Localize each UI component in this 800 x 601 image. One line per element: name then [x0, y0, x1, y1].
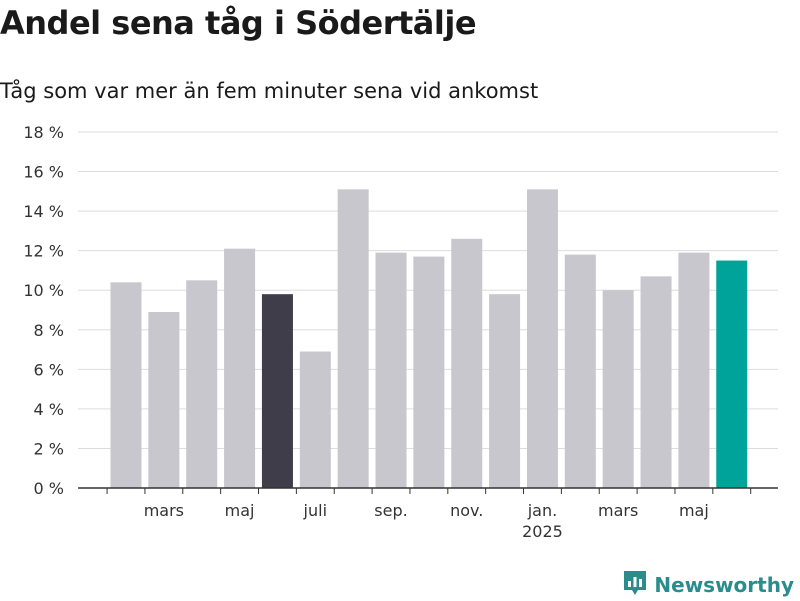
x-tick-label: mars — [144, 501, 184, 520]
bar — [602, 290, 634, 488]
newsworthy-logo-icon — [622, 569, 648, 601]
bar — [640, 276, 672, 488]
bar — [375, 252, 407, 488]
bar — [564, 254, 596, 488]
x-tick-label: jan. — [527, 501, 557, 520]
chart-title: Andel sena tåg i Södertälje — [0, 4, 477, 42]
bar — [261, 294, 293, 488]
bar — [186, 280, 218, 488]
y-tick-label: 2 % — [34, 439, 64, 458]
chart-subtitle: Tåg som var mer än fem minuter sena vid … — [0, 79, 539, 103]
y-tick-label: 18 % — [23, 123, 64, 142]
x-tick-sublabel: 2025 — [522, 522, 563, 541]
x-tick-label: mars — [598, 501, 638, 520]
bar — [489, 294, 521, 488]
y-tick-label: 0 % — [34, 479, 64, 498]
x-tick-label: maj — [225, 501, 255, 520]
y-tick-label: 6 % — [34, 360, 64, 379]
brand-name: Newsworthy — [654, 573, 794, 597]
bar — [148, 311, 180, 488]
y-tick-label: 8 % — [34, 321, 64, 340]
bar — [526, 189, 558, 488]
x-tick-label: maj — [679, 501, 709, 520]
y-tick-label: 10 % — [23, 281, 64, 300]
x-tick-label: nov. — [450, 501, 483, 520]
x-tick-label: sep. — [374, 501, 407, 520]
bar — [678, 252, 710, 488]
x-tick-label: juli — [303, 501, 327, 520]
bar — [716, 260, 748, 488]
bar — [337, 189, 369, 488]
bar — [224, 248, 256, 488]
y-tick-label: 16 % — [23, 163, 64, 182]
bar — [299, 351, 331, 488]
y-tick-label: 12 % — [23, 242, 64, 261]
y-tick-label: 4 % — [34, 400, 64, 419]
bar — [413, 256, 445, 488]
brand-logo: Newsworthy — [622, 569, 794, 601]
y-tick-label: 14 % — [23, 202, 64, 221]
bar — [451, 238, 483, 488]
bar — [110, 282, 142, 488]
